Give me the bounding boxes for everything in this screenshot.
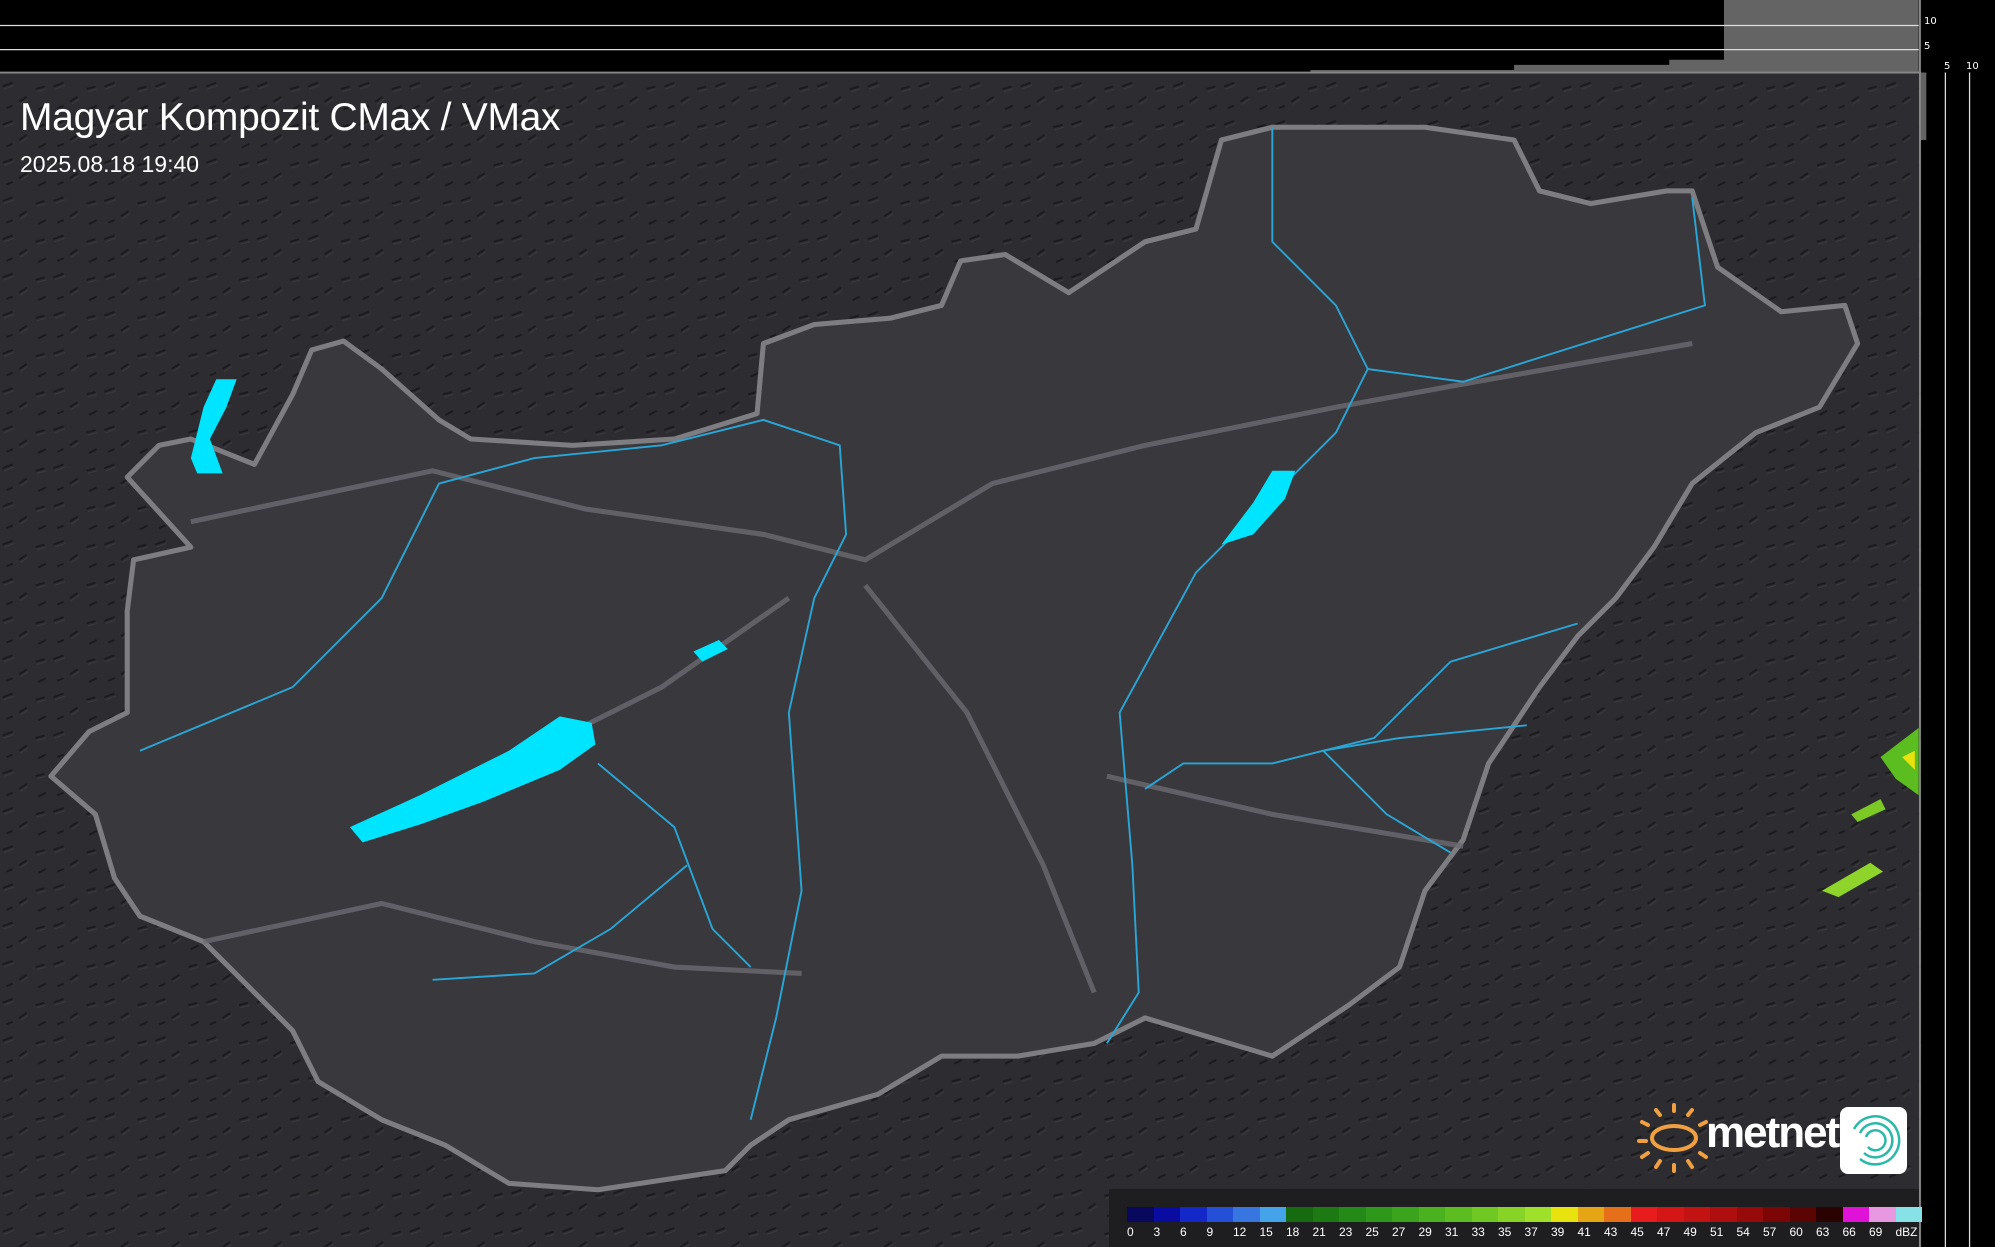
legend-color-bar: [1127, 1207, 1922, 1222]
legend-swatch: [1259, 1207, 1286, 1222]
map-title: Magyar Kompozit CMax / VMax: [20, 96, 561, 139]
legend-label: 31: [1445, 1225, 1459, 1239]
legend-label: 69: [1869, 1225, 1883, 1239]
legend-swatch: [1789, 1207, 1816, 1222]
legend-swatch: [1683, 1207, 1710, 1222]
legend-swatch: [1895, 1207, 1922, 1222]
radar-echoes: [1821, 727, 1919, 898]
legend-label: 54: [1736, 1225, 1750, 1239]
legend-label: 41: [1577, 1225, 1591, 1239]
legend-swatch: [1180, 1207, 1207, 1222]
legend-swatch: [1312, 1207, 1339, 1222]
metnet-logo-text: metnet: [1706, 1108, 1840, 1157]
legend-swatch: [1471, 1207, 1498, 1222]
lake-tisza: [1221, 470, 1296, 545]
legend-swatch: [1127, 1207, 1154, 1222]
legend-unit: dBZ: [1895, 1225, 1918, 1239]
legend-label: 66: [1842, 1225, 1856, 1239]
metnet-sun-logo-icon: [1637, 1103, 1708, 1173]
legend-label: 18: [1286, 1225, 1300, 1239]
legend-label: 35: [1498, 1225, 1512, 1239]
legend-label: 47: [1657, 1225, 1671, 1239]
dbz-color-legend: 0 3 6 9 12 15 18 21 23 25 27 29 31 33 35 37 39 41 43 45 47 49…: [1109, 1189, 1922, 1247]
profile-tick-label: 10: [1966, 61, 1979, 72]
legend-label: 29: [1418, 1225, 1432, 1239]
legend-swatch: [1206, 1207, 1233, 1222]
legend-label: 23: [1339, 1225, 1353, 1239]
legend-swatch: [1577, 1207, 1604, 1222]
profile-tick-label: 10: [1924, 16, 1937, 27]
legend-label: 49: [1683, 1225, 1697, 1239]
legend-label: 9: [1206, 1225, 1214, 1239]
legend-swatch: [1551, 1207, 1578, 1222]
legend-label: 25: [1365, 1225, 1379, 1239]
legend-label: 0: [1127, 1225, 1134, 1239]
top-profile-fill: [1310, 0, 1919, 73]
legend-swatch: [1710, 1207, 1737, 1222]
legend-label: 6: [1180, 1225, 1187, 1239]
legend-label: 51: [1710, 1225, 1724, 1239]
right-profile-panel: [1921, 0, 1995, 1247]
top-profile-panel: [0, 0, 1922, 73]
legend-swatch: [1842, 1207, 1869, 1222]
app-swirl-icon: [1840, 1107, 1907, 1174]
legend-label: 63: [1816, 1225, 1830, 1239]
legend-swatch: [1604, 1207, 1631, 1222]
legend-label: 27: [1392, 1225, 1406, 1239]
legend-swatch: [1418, 1207, 1445, 1222]
legend-label: 43: [1604, 1225, 1618, 1239]
legend-label: 57: [1763, 1225, 1777, 1239]
lake-ferto: [190, 379, 237, 474]
legend-swatch: [1286, 1207, 1313, 1222]
map-timestamp: 2025.08.18 19:40: [20, 151, 200, 177]
lake-balaton: [349, 716, 596, 843]
legend-swatch: [1365, 1207, 1392, 1222]
legend-swatch: [1869, 1207, 1896, 1222]
legend-swatch: [1339, 1207, 1366, 1222]
legend-label: 45: [1630, 1225, 1644, 1239]
legend-swatch: [1233, 1207, 1260, 1222]
profile-tick-label: 5: [1924, 41, 1931, 52]
legend-swatch: [1763, 1207, 1790, 1222]
legend-label: 12: [1233, 1225, 1247, 1239]
lake-velence: [693, 640, 728, 662]
legend-label: 60: [1789, 1225, 1803, 1239]
legend-swatch: [1445, 1207, 1472, 1222]
legend-swatch: [1657, 1207, 1684, 1222]
legend-swatch: [1498, 1207, 1525, 1222]
legend-swatch: [1153, 1207, 1180, 1222]
legend-label: 33: [1471, 1225, 1485, 1239]
legend-labels: 0 3 6 9 12 15 18 21 23 25 27 29 31 33 35 37 39 41 43 45 47 49…: [1127, 1225, 1922, 1239]
legend-swatch: [1736, 1207, 1763, 1222]
legend-label: 39: [1551, 1225, 1565, 1239]
legend-label: 15: [1259, 1225, 1273, 1239]
legend-label: 3: [1153, 1225, 1161, 1239]
legend-swatch: [1524, 1207, 1551, 1222]
legend-swatch: [1816, 1207, 1843, 1222]
legend-label: 37: [1524, 1225, 1538, 1239]
profile-tick-label: 5: [1944, 61, 1951, 72]
legend-label: 21: [1312, 1225, 1326, 1239]
legend-swatch: [1630, 1207, 1657, 1222]
lakes: [190, 379, 1296, 843]
legend-swatch: [1392, 1207, 1419, 1222]
